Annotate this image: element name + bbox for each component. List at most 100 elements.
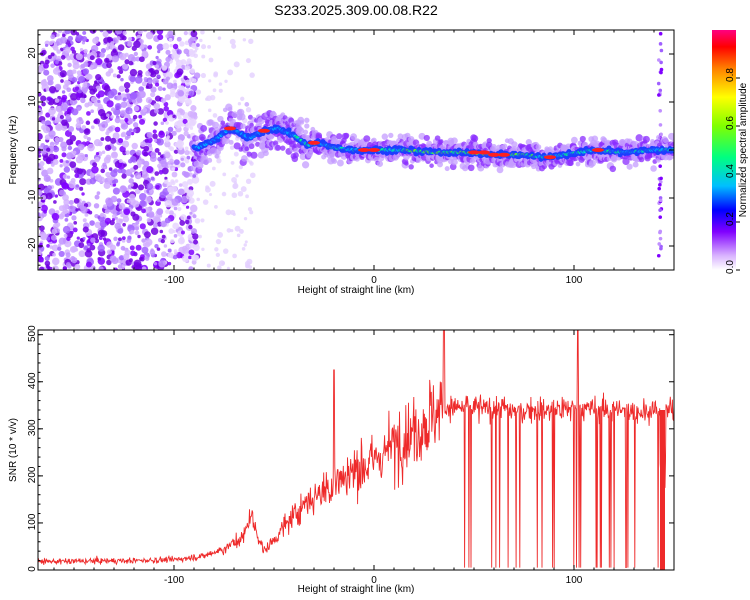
noise-point bbox=[247, 207, 252, 212]
noise-point bbox=[243, 216, 248, 221]
noise-point bbox=[50, 34, 56, 40]
noise-point bbox=[139, 257, 143, 261]
noise-point bbox=[48, 130, 56, 138]
noise-point bbox=[157, 156, 162, 162]
noise-point bbox=[191, 228, 198, 235]
noise-point bbox=[106, 241, 113, 248]
noise-point bbox=[155, 184, 160, 190]
noise-point bbox=[79, 178, 87, 186]
noise-point bbox=[56, 33, 60, 37]
noise-point bbox=[232, 183, 238, 190]
noise-point bbox=[238, 164, 243, 170]
noise-point bbox=[144, 256, 150, 261]
noise-point bbox=[233, 61, 240, 68]
noise-point bbox=[129, 245, 135, 251]
noise-point bbox=[85, 261, 92, 268]
noise-point bbox=[75, 208, 79, 212]
noise-point bbox=[225, 209, 232, 216]
ridge-halo bbox=[336, 133, 343, 140]
noise-point bbox=[50, 52, 55, 57]
noise-point bbox=[38, 249, 42, 257]
noise-point bbox=[53, 200, 57, 204]
noise-point bbox=[229, 38, 236, 45]
ridge-halo bbox=[438, 139, 444, 144]
noise-point bbox=[145, 196, 152, 203]
noise-point bbox=[55, 66, 60, 70]
noise-point bbox=[161, 167, 169, 175]
noise-point bbox=[41, 120, 46, 125]
noise-point bbox=[110, 115, 114, 119]
noise-point bbox=[66, 236, 71, 242]
noise-point bbox=[198, 234, 202, 239]
noise-point bbox=[139, 223, 146, 230]
noise-point bbox=[71, 77, 78, 83]
bottom-y-axis-label: SNR (10 * v/v) bbox=[8, 418, 19, 482]
colorbar-tick-label: 0.0 bbox=[725, 260, 736, 274]
noise-point bbox=[162, 117, 168, 123]
noise-point bbox=[106, 62, 112, 69]
noise-point bbox=[61, 119, 68, 127]
noise-point bbox=[230, 161, 235, 165]
top-y-tick-label: 20 bbox=[27, 47, 38, 59]
noise-point bbox=[38, 183, 45, 191]
ridge-halo bbox=[280, 145, 286, 151]
noise-point bbox=[123, 253, 130, 260]
ridge-halo bbox=[511, 141, 518, 148]
noise-point bbox=[38, 214, 43, 222]
noise-point bbox=[38, 133, 43, 140]
noise-point bbox=[46, 75, 54, 82]
noise-point bbox=[183, 130, 189, 137]
noise-point bbox=[194, 218, 201, 224]
ridge-halo bbox=[571, 136, 578, 144]
noise-point bbox=[38, 212, 41, 217]
noise-point bbox=[184, 159, 190, 164]
noise-point bbox=[144, 231, 151, 238]
noise-point bbox=[128, 198, 136, 205]
bottom-plot-frame bbox=[37, 329, 675, 571]
noise-point bbox=[150, 227, 159, 235]
noise-point bbox=[62, 33, 66, 38]
noise-point bbox=[176, 68, 184, 76]
noise-point bbox=[111, 55, 119, 63]
edge-point bbox=[658, 198, 663, 203]
noise-point bbox=[185, 205, 190, 209]
edge-point bbox=[659, 67, 664, 72]
noise-point bbox=[186, 58, 192, 64]
ridge-halo bbox=[263, 150, 269, 157]
noise-point bbox=[176, 112, 181, 117]
noise-point bbox=[74, 263, 81, 270]
ridge-hotspot bbox=[308, 140, 320, 145]
snr-series-line bbox=[38, 330, 674, 569]
noise-point bbox=[120, 132, 125, 138]
noise-point bbox=[141, 170, 146, 175]
noise-point bbox=[239, 229, 244, 234]
noise-point bbox=[51, 213, 60, 221]
noise-point bbox=[190, 105, 197, 112]
noise-point bbox=[100, 226, 105, 230]
noise-point bbox=[143, 151, 149, 157]
noise-point bbox=[143, 145, 150, 152]
noise-point bbox=[64, 46, 71, 54]
ridge-hotspot bbox=[468, 150, 480, 155]
noise-point bbox=[183, 31, 188, 36]
noise-point bbox=[243, 243, 247, 247]
noise-point bbox=[62, 266, 67, 270]
noise-point bbox=[145, 238, 153, 246]
noise-point bbox=[237, 102, 242, 106]
noise-point bbox=[47, 266, 54, 270]
noise-point bbox=[145, 97, 153, 104]
noise-point bbox=[116, 94, 122, 101]
bottom-y-tick-label: 400 bbox=[27, 372, 38, 389]
noise-point bbox=[168, 228, 175, 234]
ridge-halo bbox=[315, 132, 323, 139]
ridge-halo bbox=[496, 166, 504, 174]
noise-point bbox=[110, 107, 116, 112]
noise-point bbox=[235, 174, 239, 178]
edge-point bbox=[659, 70, 663, 75]
noise-point bbox=[101, 80, 106, 85]
noise-point bbox=[59, 47, 64, 52]
noise-point bbox=[172, 79, 177, 84]
noise-point bbox=[70, 30, 77, 36]
noise-point bbox=[38, 147, 42, 155]
noise-point bbox=[66, 87, 72, 93]
